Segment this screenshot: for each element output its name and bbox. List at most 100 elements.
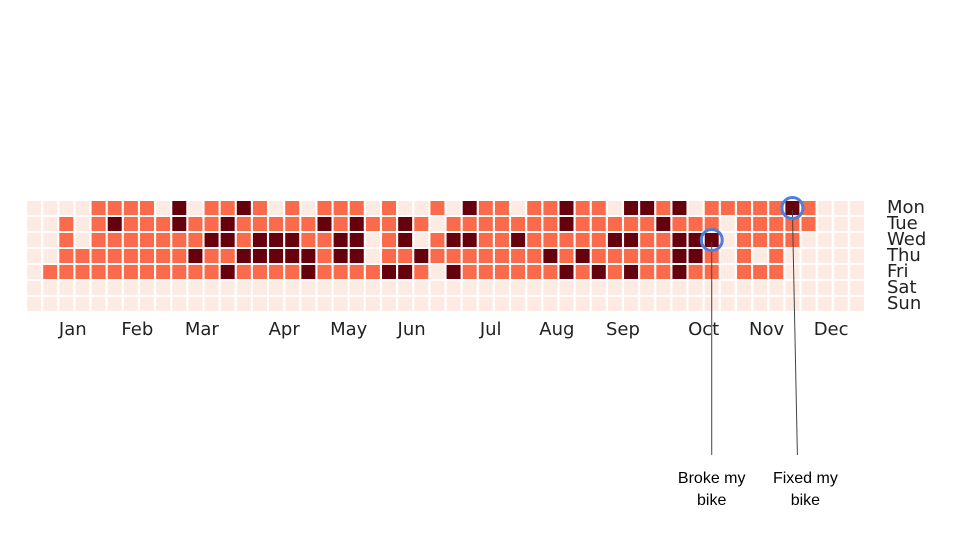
heatmap-cell	[769, 233, 784, 247]
heatmap-cell	[753, 297, 768, 311]
heatmap-cell	[107, 201, 122, 215]
heatmap-cell	[833, 217, 848, 231]
heatmap-cell	[220, 281, 235, 295]
heatmap-cell	[398, 233, 413, 247]
heatmap-cell	[204, 249, 219, 263]
heatmap-cell	[365, 265, 380, 279]
heatmap-cell	[220, 265, 235, 279]
heatmap-cell	[511, 297, 526, 311]
x-tick-label: Jan	[58, 319, 87, 340]
heatmap-cell	[543, 265, 558, 279]
heatmap-cell	[414, 265, 429, 279]
heatmap-cell	[833, 233, 848, 247]
heatmap-cell	[301, 217, 316, 231]
heatmap-cell	[269, 233, 284, 247]
heatmap-cell	[172, 297, 187, 311]
heatmap-cell	[123, 201, 138, 215]
heatmap-cell	[91, 281, 106, 295]
heatmap-cell	[624, 297, 639, 311]
heatmap-cell	[494, 297, 509, 311]
heatmap-cell	[172, 249, 187, 263]
heatmap-cell	[123, 249, 138, 263]
heatmap-cell	[527, 233, 542, 247]
heatmap-cell	[236, 201, 251, 215]
heatmap-cell	[720, 217, 735, 231]
heatmap-cell	[27, 217, 42, 231]
heatmap-cell	[736, 265, 751, 279]
heatmap-cell	[446, 297, 461, 311]
annotation-circle	[780, 196, 805, 220]
heatmap-cell	[672, 297, 687, 311]
heatmap-cell	[607, 265, 622, 279]
heatmap-cell	[349, 297, 364, 311]
heatmap-cell	[140, 249, 155, 263]
heatmap-cell	[478, 281, 493, 295]
heatmap-cell	[527, 217, 542, 231]
heatmap-cell	[801, 265, 816, 279]
heatmap-cell	[446, 217, 461, 231]
heatmap-cell	[704, 233, 719, 247]
heatmap-cell	[849, 249, 864, 263]
heatmap-cell	[172, 217, 187, 231]
heatmap-cell	[91, 233, 106, 247]
heatmap-cell	[107, 297, 122, 311]
heatmap-cell	[801, 249, 816, 263]
heatmap-cell	[640, 249, 655, 263]
heatmap-cell	[317, 265, 332, 279]
heatmap-cell	[575, 201, 590, 215]
heatmap-cell	[591, 217, 606, 231]
annotation-circle	[699, 228, 724, 252]
heatmap-cell	[204, 233, 219, 247]
heatmap-cell	[269, 217, 284, 231]
heatmap-cell	[91, 249, 106, 263]
heatmap-cell	[478, 265, 493, 279]
heatmap-cell	[736, 249, 751, 263]
heatmap-cell	[511, 281, 526, 295]
heatmap-cell	[398, 297, 413, 311]
heatmap-cell	[317, 297, 332, 311]
heatmap-cell	[672, 233, 687, 247]
heatmap-cell	[204, 265, 219, 279]
heatmap-cell	[656, 249, 671, 263]
heatmap-cell	[833, 201, 848, 215]
heatmap-cell	[236, 233, 251, 247]
heatmap-cell	[430, 265, 445, 279]
heatmap-cell	[688, 265, 703, 279]
heatmap-cell	[640, 297, 655, 311]
heatmap-cell	[624, 281, 639, 295]
heatmap-cell	[285, 249, 300, 263]
heatmap-cell	[333, 233, 348, 247]
heatmap-cell	[624, 201, 639, 215]
heatmap-cell	[720, 233, 735, 247]
heatmap-cell	[672, 217, 687, 231]
heatmap-cell	[672, 201, 687, 215]
heatmap-cell	[349, 233, 364, 247]
heatmap-cell	[817, 297, 832, 311]
heatmap-cell	[543, 297, 558, 311]
heatmap-cell	[382, 233, 397, 247]
heatmap-cell	[494, 265, 509, 279]
heatmap-cell	[156, 281, 171, 295]
heatmap-cell	[478, 249, 493, 263]
heatmap-cell	[414, 281, 429, 295]
heatmap-cell	[156, 201, 171, 215]
heatmap-cell	[382, 297, 397, 311]
heatmap-cell	[769, 249, 784, 263]
heatmap-cell	[156, 249, 171, 263]
heatmap-cell	[317, 233, 332, 247]
heatmap-cell	[269, 297, 284, 311]
heatmap-cell	[301, 265, 316, 279]
heatmap-cell	[656, 201, 671, 215]
heatmap-cell	[785, 297, 800, 311]
heatmap-cell	[365, 217, 380, 231]
heatmap-cell	[301, 233, 316, 247]
heatmap-cell	[188, 281, 203, 295]
heatmap-cell	[575, 217, 590, 231]
heatmap-cell	[559, 201, 574, 215]
heatmap-cell	[140, 217, 155, 231]
heatmap-cell	[640, 201, 655, 215]
heatmap-cell	[833, 281, 848, 295]
heatmap-cell	[494, 281, 509, 295]
y-tick-label: Mon	[887, 197, 925, 218]
x-tick-label: Apr	[269, 319, 301, 340]
